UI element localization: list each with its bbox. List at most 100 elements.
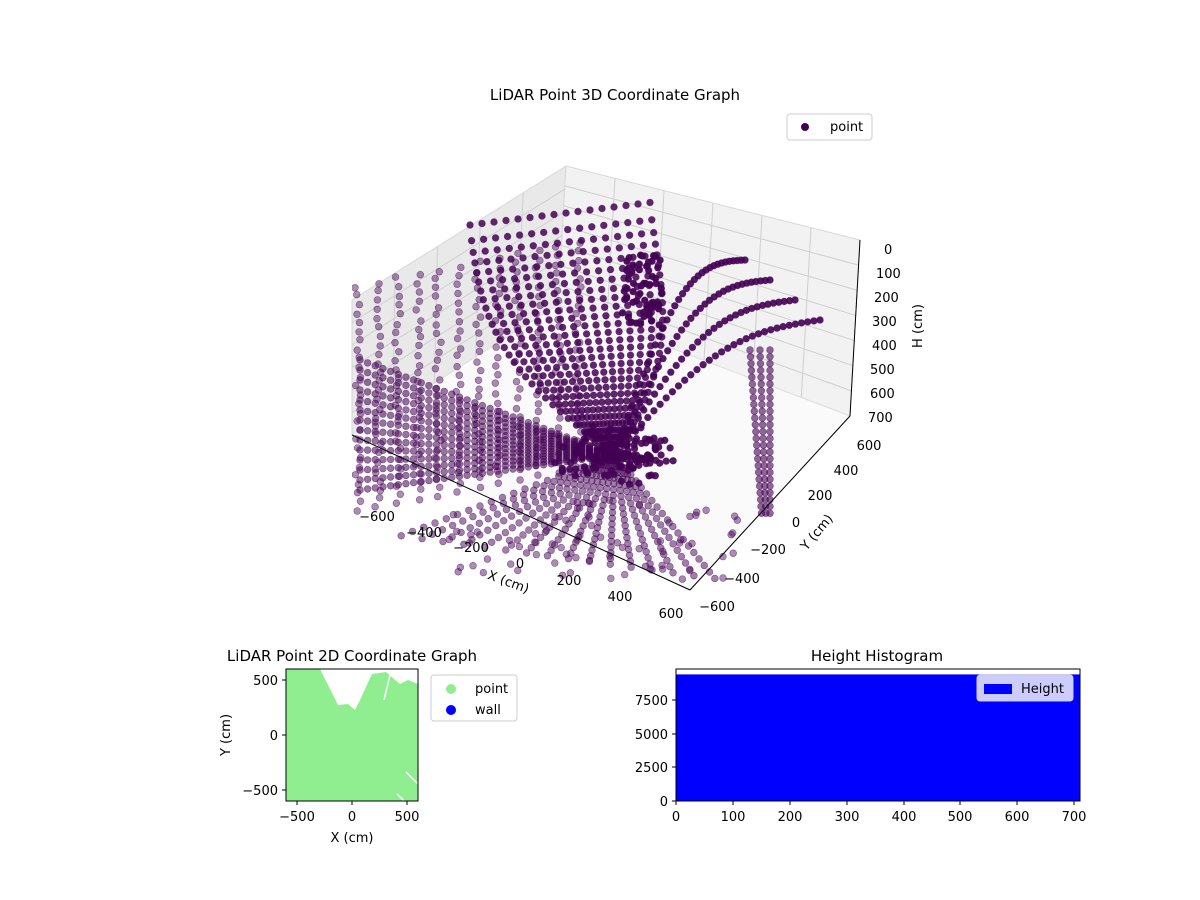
point-marker <box>746 353 755 361</box>
point-marker <box>542 527 551 535</box>
point-marker <box>363 388 372 396</box>
y-tick-label: −500 <box>242 784 278 799</box>
point-marker <box>637 326 645 334</box>
point-marker <box>677 552 686 561</box>
point-marker <box>687 314 695 322</box>
point-marker <box>749 393 758 402</box>
point-marker <box>540 299 549 307</box>
point-marker <box>701 300 709 308</box>
point-marker <box>710 324 718 332</box>
point-marker <box>474 392 483 400</box>
point-marker <box>638 507 647 515</box>
point-marker <box>548 506 556 514</box>
point-marker <box>416 332 425 341</box>
point-marker <box>529 242 537 250</box>
point-marker <box>455 371 463 379</box>
y-tick-label: 5000 <box>635 728 668 743</box>
point-marker <box>779 322 787 331</box>
point-marker <box>554 424 563 432</box>
point-marker <box>636 350 644 359</box>
point-marker <box>605 255 613 264</box>
point-marker <box>632 273 640 281</box>
z-axis-label: H (cm) <box>911 304 926 348</box>
point-marker <box>562 288 570 297</box>
point-marker <box>554 333 563 341</box>
point-marker <box>571 373 580 381</box>
point-marker <box>759 427 767 436</box>
point-marker <box>593 257 601 265</box>
legend-frame <box>976 674 1074 702</box>
point-marker <box>466 221 474 229</box>
point-marker <box>453 362 461 371</box>
point-marker <box>402 381 410 389</box>
y-tick-label: 200 <box>808 489 833 504</box>
point-marker <box>565 238 574 246</box>
point-marker <box>531 538 539 546</box>
point-marker <box>596 276 604 284</box>
point-marker <box>425 433 433 441</box>
point-marker <box>717 348 726 356</box>
point-marker <box>677 326 686 334</box>
point-marker <box>674 382 683 390</box>
point-marker <box>766 353 774 361</box>
point-marker <box>356 396 364 404</box>
point-marker <box>564 502 573 511</box>
point-marker <box>576 377 585 385</box>
point-marker <box>573 364 581 372</box>
point-marker <box>539 356 547 365</box>
point-marker <box>440 447 448 456</box>
point-marker <box>425 381 433 390</box>
point-marker <box>492 343 500 351</box>
point-marker <box>491 234 500 242</box>
point-marker <box>515 313 524 321</box>
point-marker <box>661 375 670 383</box>
point-marker <box>448 448 456 456</box>
point-marker <box>392 499 401 507</box>
point-marker <box>492 362 500 370</box>
point-marker <box>643 360 652 368</box>
point-marker <box>356 466 364 474</box>
point-marker <box>505 302 514 310</box>
point-marker <box>759 448 768 456</box>
point-marker <box>747 366 756 375</box>
point-marker <box>620 295 629 304</box>
point-marker <box>545 348 554 357</box>
point-marker <box>379 392 387 400</box>
x-tick-label: 400 <box>608 590 633 605</box>
point-marker <box>549 494 558 503</box>
point-marker <box>645 472 653 480</box>
point-marker <box>519 254 527 262</box>
point-marker <box>379 419 387 427</box>
gap-lines <box>383 674 419 802</box>
point-marker <box>481 247 489 255</box>
point-marker <box>394 413 402 421</box>
point-marker <box>727 530 735 539</box>
point-marker <box>785 321 793 329</box>
x-tick-label: −400 <box>406 526 442 541</box>
point-marker <box>502 216 510 225</box>
point-marker <box>528 380 536 388</box>
point-marker <box>555 348 564 356</box>
point-marker <box>386 420 395 428</box>
point-marker <box>453 488 461 496</box>
point-marker <box>517 339 525 348</box>
point-marker <box>395 348 403 356</box>
point-marker <box>379 401 387 409</box>
point-marker <box>356 336 364 344</box>
point-marker <box>584 338 592 346</box>
point-marker <box>391 357 399 365</box>
point-marker <box>610 203 618 211</box>
point-marker <box>758 421 767 429</box>
point-marker <box>514 249 522 258</box>
x-tick-label: 500 <box>948 810 973 825</box>
point-marker <box>571 346 580 354</box>
point-marker <box>379 428 387 436</box>
point-marker <box>477 366 485 375</box>
point-marker <box>810 317 818 325</box>
y-tick-label: 500 <box>253 674 278 689</box>
point-marker <box>355 300 364 309</box>
point-marker <box>569 497 577 506</box>
point-marker <box>742 335 750 343</box>
grid-line <box>351 235 563 368</box>
point-marker <box>363 465 372 474</box>
